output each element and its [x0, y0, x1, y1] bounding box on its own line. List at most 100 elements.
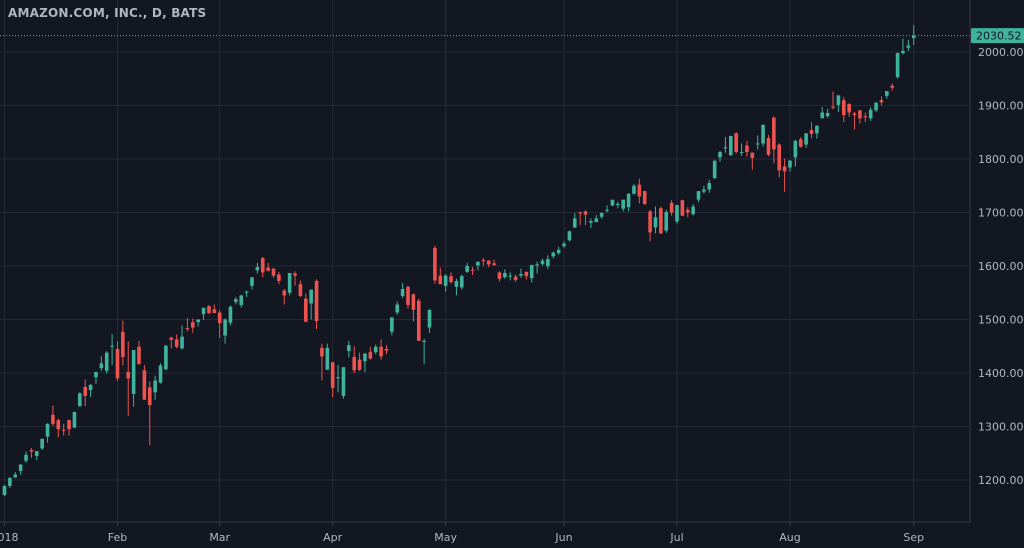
candle-body — [680, 200, 685, 216]
candle-body — [626, 193, 631, 208]
candle-body — [110, 345, 114, 347]
candle-body — [169, 337, 174, 340]
price-axis[interactable]: 2000.00 1900.00 1800.00 1700.00 1600.00 1500.… — [978, 46, 1024, 487]
candle — [556, 246, 561, 255]
candle-body — [185, 328, 190, 330]
candle — [594, 215, 599, 223]
candle — [481, 257, 486, 266]
candle — [847, 103, 851, 117]
candle — [411, 293, 416, 322]
candle-body — [885, 91, 889, 96]
candle — [325, 343, 330, 370]
candle — [255, 262, 260, 274]
candle — [653, 206, 658, 234]
candle-body — [293, 273, 297, 276]
candle — [24, 451, 28, 463]
candle — [793, 139, 798, 167]
candle-body — [416, 300, 421, 341]
candle — [142, 364, 147, 400]
candle — [217, 309, 222, 339]
candle-body — [443, 275, 448, 286]
time-axis[interactable]: 2018 Feb Mar Apr May Jun Jul Aug Sep — [0, 522, 924, 544]
candle — [61, 423, 66, 436]
candle-body — [642, 191, 647, 204]
candle — [228, 305, 233, 326]
x-tick-label: Sep — [903, 531, 924, 544]
candle-body — [492, 263, 496, 265]
candle-body — [847, 103, 851, 113]
candle-body — [250, 277, 254, 286]
candle — [56, 418, 61, 438]
candle — [320, 343, 324, 381]
candle-body — [303, 298, 308, 322]
candles — [2, 25, 916, 497]
candle — [782, 158, 787, 192]
candle-body — [729, 135, 733, 156]
candle-body — [72, 412, 77, 428]
candle-body — [56, 420, 61, 430]
candle-body — [104, 352, 109, 371]
candle-body — [147, 387, 152, 406]
grid — [0, 0, 970, 522]
y-tick-label: 1400.00 — [978, 367, 1024, 380]
candle-body — [503, 272, 507, 278]
candle — [476, 261, 480, 271]
candle-body — [852, 113, 857, 116]
candle — [131, 349, 136, 407]
candle-body — [373, 346, 378, 353]
candle — [460, 274, 464, 290]
candle — [809, 122, 814, 139]
candle-body — [691, 206, 695, 215]
candle-body — [524, 271, 529, 277]
candle — [691, 203, 695, 216]
candle — [443, 274, 448, 292]
candle — [191, 318, 195, 333]
candle-body — [707, 183, 712, 190]
candle-body — [804, 133, 808, 145]
candle-body — [142, 370, 147, 400]
candle-body — [131, 349, 136, 394]
candle — [788, 160, 792, 172]
candle — [336, 364, 340, 393]
candle — [250, 277, 254, 290]
y-tick-label: 1600.00 — [978, 260, 1024, 273]
candle-body — [314, 280, 319, 322]
candle — [239, 294, 244, 308]
candle-body — [782, 166, 787, 172]
candle — [567, 230, 572, 242]
candle — [804, 133, 808, 148]
candle-body — [809, 130, 814, 134]
candle-body — [734, 133, 738, 153]
last-price-marker: 2030.52 — [971, 28, 1024, 44]
candle-body — [589, 221, 593, 223]
candle — [497, 271, 502, 282]
candle-body — [228, 306, 233, 323]
candle — [260, 256, 265, 278]
candle — [610, 199, 615, 207]
candle-body — [669, 202, 674, 213]
candle-body — [395, 304, 400, 313]
candle — [395, 301, 400, 315]
candle-body — [486, 260, 491, 265]
candle-body — [320, 347, 324, 357]
candle — [121, 320, 125, 366]
candle-body — [88, 384, 93, 391]
candle-body — [8, 477, 12, 486]
candle — [729, 135, 733, 156]
candle — [820, 107, 825, 119]
candle — [551, 251, 556, 259]
y-tick-label: 2000.00 — [978, 46, 1024, 59]
candle — [664, 209, 669, 233]
candle — [314, 279, 319, 330]
candle — [621, 199, 625, 212]
candle — [67, 419, 71, 436]
candle — [147, 381, 152, 446]
candle — [503, 269, 507, 279]
candle — [578, 211, 582, 226]
candle-body — [745, 145, 749, 153]
candle-body — [234, 299, 238, 302]
candle — [524, 271, 529, 280]
candle-body — [34, 451, 39, 456]
candle — [739, 143, 744, 156]
